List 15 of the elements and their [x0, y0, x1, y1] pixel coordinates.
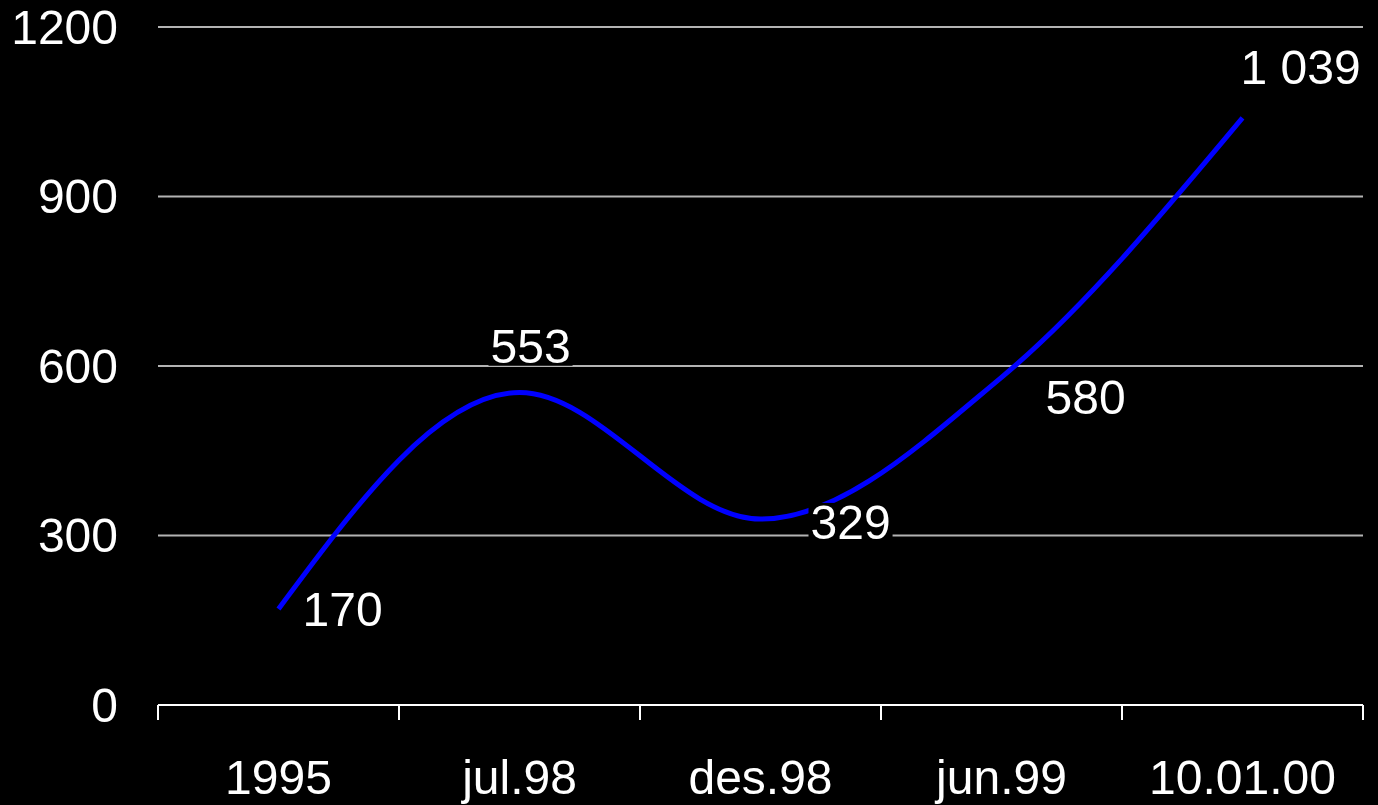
y-tick-label: 300: [37, 509, 118, 562]
x-tick-label: 1995: [225, 750, 332, 804]
y-tick-label: 0: [91, 678, 118, 732]
y-tick-label: 900: [37, 170, 118, 223]
y-tick-label: 1200: [11, 0, 118, 54]
data-label: 553: [490, 320, 571, 374]
y-tick-label: 600: [37, 339, 118, 393]
x-tick-label: 10.01.00: [1149, 750, 1336, 804]
x-tick-label: jul.98: [460, 750, 577, 804]
data-label: 170: [302, 583, 383, 637]
x-tick-label: jun.99: [934, 750, 1067, 804]
data-label: 580: [1045, 370, 1126, 424]
data-label: 1 039: [1240, 41, 1361, 95]
data-label: 329: [810, 495, 891, 549]
x-tick-label: des.98: [688, 750, 833, 804]
